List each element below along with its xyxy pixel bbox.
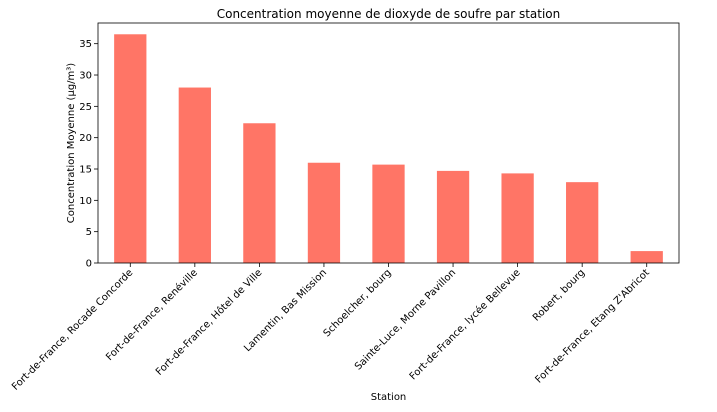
y-tick-label: 25 xyxy=(79,102,92,113)
x-axis-label: Station xyxy=(371,392,407,403)
x-tick-label: Fort-de-France, lycée Bellevue xyxy=(407,267,523,383)
y-tick-label: 0 xyxy=(86,259,92,270)
y-tick-label: 15 xyxy=(79,165,92,176)
x-tick-label: Fort-de-France, Etang Z'Abricot xyxy=(534,267,652,385)
bar-9 xyxy=(630,251,663,263)
chart-title: Concentration moyenne de dioxyde de souf… xyxy=(217,7,561,21)
y-tick-label: 5 xyxy=(86,227,92,238)
x-axis: Fort-de-France, Rocade ConcordeFort-de-F… xyxy=(10,263,652,393)
y-axis: 0 5 10 15 20 25 30 35 xyxy=(79,39,98,270)
x-tick-label: Robert, bourg xyxy=(531,267,587,323)
bar-6 xyxy=(436,170,470,263)
y-axis-label: Concentration Moyenne (µg/m³) xyxy=(66,63,77,223)
x-tick-label: Schoelcher, bourg xyxy=(322,267,394,339)
bar-5 xyxy=(372,164,405,263)
bar-2 xyxy=(178,87,211,263)
y-tick-label: 10 xyxy=(79,196,92,207)
x-tick-label: Fort-de-France, Hôtel de Ville xyxy=(153,267,264,378)
y-tick-label: 20 xyxy=(79,133,92,144)
y-tick-label: 35 xyxy=(79,39,92,50)
bar-7 xyxy=(501,173,534,263)
y-tick-label: 30 xyxy=(79,71,92,82)
bar-1 xyxy=(114,34,147,263)
x-tick-label: Fort-de-France, Rocade Concorde xyxy=(10,267,135,392)
bars-group xyxy=(114,34,663,263)
bar-3 xyxy=(243,123,276,263)
plot-frame xyxy=(97,22,680,264)
bar-4 xyxy=(307,162,341,263)
bar-8 xyxy=(566,182,599,263)
